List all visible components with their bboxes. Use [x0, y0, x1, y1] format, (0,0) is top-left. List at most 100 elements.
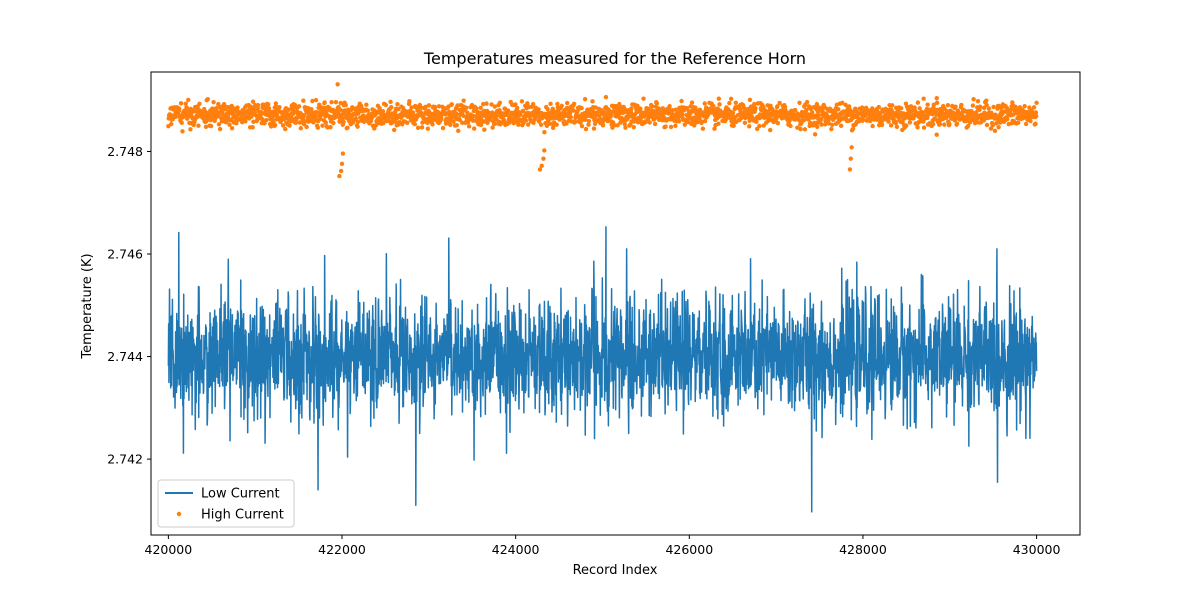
high-current-point: [777, 100, 782, 106]
high-current-point: [328, 125, 333, 130]
high-current-point: [947, 121, 952, 127]
high-current-point: [324, 111, 329, 116]
high-current-point: [925, 102, 930, 107]
high-current-point: [329, 100, 334, 105]
high-current-point: [728, 96, 734, 102]
high-current-point: [456, 128, 461, 134]
high-current-point: [768, 127, 773, 133]
high-current-point: [523, 118, 529, 123]
high-current-point: [917, 106, 922, 111]
high-current-point: [804, 107, 809, 113]
high-current-point: [216, 101, 221, 107]
high-current-point: [747, 124, 752, 129]
high-current-point: [600, 123, 606, 128]
x-tick-label: 424000: [492, 542, 540, 557]
high-current-point: [742, 120, 748, 126]
high-current-point: [685, 119, 691, 125]
high-current-point: [225, 113, 231, 119]
series-line-low-current: [167, 226, 1038, 513]
high-current-point: [544, 123, 550, 128]
high-current-point: [340, 151, 346, 156]
high-current-point: [975, 99, 981, 104]
high-current-point: [930, 111, 935, 117]
high-current-point: [1023, 121, 1029, 127]
high-current-point: [457, 117, 462, 123]
y-tick-label: 2.744: [107, 349, 143, 364]
high-current-point: [582, 96, 588, 102]
high-current-point: [266, 106, 272, 111]
high-current-point: [490, 125, 495, 130]
high-current-point: [532, 117, 538, 122]
high-current-point: [981, 105, 987, 111]
high-current-point: [615, 123, 620, 128]
high-current-point: [583, 126, 589, 132]
high-current-point: [525, 122, 531, 127]
high-current-point: [752, 101, 757, 107]
high-current-point: [954, 121, 960, 126]
high-current-point: [1013, 104, 1018, 110]
high-current-point: [315, 125, 321, 130]
high-current-point: [262, 121, 267, 126]
high-current-point: [915, 100, 921, 105]
high-current-point: [921, 96, 926, 101]
high-current-point: [804, 99, 810, 105]
high-current-point: [631, 124, 636, 130]
high-current-point: [812, 132, 818, 137]
high-current-point: [484, 101, 489, 106]
high-current-point: [912, 105, 917, 110]
y-tick-label: 2.742: [107, 452, 143, 467]
high-current-point: [425, 120, 430, 126]
high-current-point: [335, 82, 340, 87]
high-current-point: [654, 101, 660, 106]
high-current-point: [186, 97, 191, 103]
high-current-point: [340, 116, 345, 121]
high-current-point: [564, 100, 570, 106]
high-current-point: [339, 161, 345, 166]
high-current-point: [405, 120, 410, 126]
high-current-point: [870, 123, 875, 129]
high-current-point: [243, 119, 248, 124]
high-current-point: [629, 106, 634, 111]
high-current-point: [984, 102, 989, 108]
high-current-point: [959, 102, 964, 108]
high-current-point: [559, 103, 564, 109]
high-current-point: [286, 107, 292, 112]
high-current-point: [203, 124, 209, 129]
high-current-point: [530, 101, 536, 107]
high-current-point: [727, 100, 732, 106]
high-current-point: [893, 120, 899, 126]
high-current-point: [788, 123, 793, 129]
high-current-point: [802, 127, 808, 132]
high-current-point: [592, 121, 598, 127]
high-current-point: [907, 120, 913, 125]
high-current-point: [301, 112, 306, 118]
high-current-point: [464, 105, 469, 110]
high-current-point: [670, 108, 675, 113]
high-current-point: [921, 125, 927, 130]
high-current-point: [823, 122, 828, 127]
high-current-point: [846, 104, 852, 109]
high-current-point: [273, 101, 279, 106]
high-current-point: [419, 125, 425, 130]
high-current-point: [454, 122, 460, 128]
legend-swatch-high-current: [176, 511, 182, 517]
high-current-point: [635, 120, 641, 125]
high-current-point: [339, 112, 344, 117]
high-current-point: [169, 121, 174, 127]
high-current-point: [840, 100, 845, 105]
high-current-point: [436, 104, 442, 109]
axes-frame: [150, 71, 1081, 536]
high-current-point: [502, 106, 508, 111]
high-current-point: [930, 121, 936, 127]
high-current-point: [227, 122, 232, 127]
legend-box: [157, 479, 295, 528]
high-current-point: [1034, 113, 1039, 119]
high-current-point: [461, 113, 466, 118]
high-current-point: [389, 104, 394, 110]
high-current-point: [423, 104, 428, 110]
high-current-point: [264, 117, 269, 123]
high-current-point: [716, 96, 722, 101]
high-current-point: [492, 121, 497, 127]
high-current-point: [623, 125, 628, 130]
high-current-point: [816, 113, 821, 118]
